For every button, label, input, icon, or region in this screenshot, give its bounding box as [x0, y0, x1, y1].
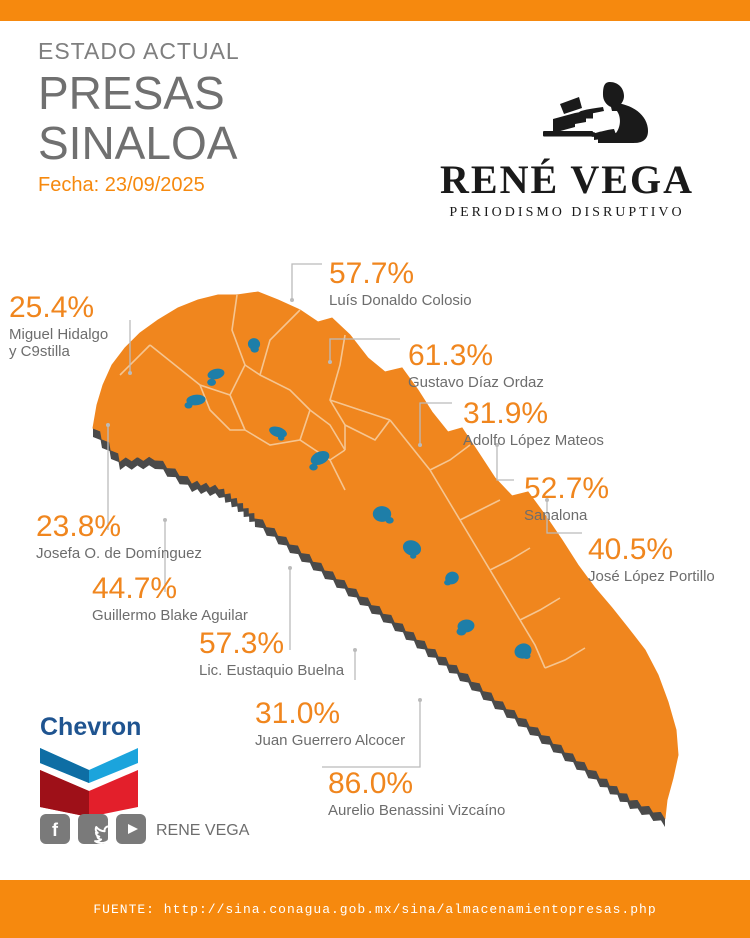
svg-text:Chevron: Chevron — [40, 713, 140, 741]
svg-text:RENE VEGA: RENE VEGA — [156, 822, 250, 839]
svg-text:f: f — [52, 820, 59, 840]
